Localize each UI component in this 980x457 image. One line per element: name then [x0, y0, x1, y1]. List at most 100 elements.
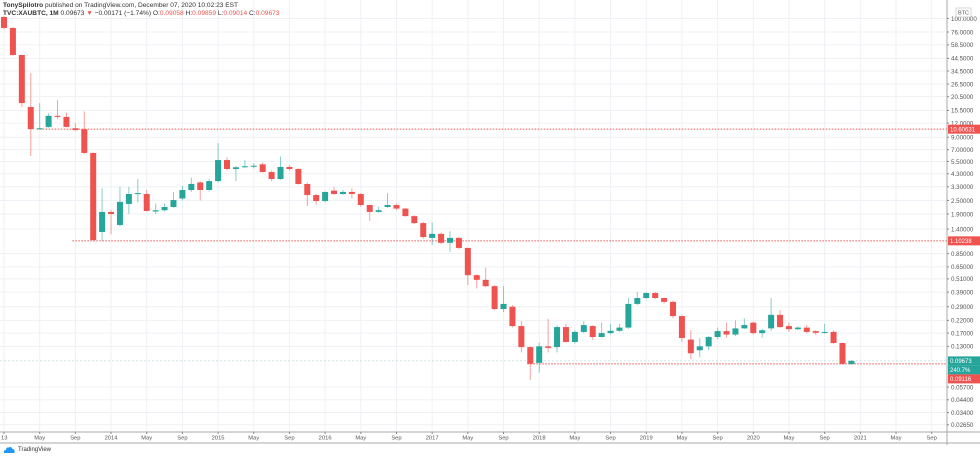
candle-body: [45, 115, 52, 127]
candle-body: [714, 331, 721, 338]
candle-body: [375, 210, 382, 212]
candle-body: [625, 303, 632, 328]
candle: [759, 328, 766, 338]
last-price-tag: 0.09673: [950, 359, 972, 365]
candle-body: [723, 331, 730, 335]
candle-body: [152, 210, 159, 212]
time-axis[interactable]: 13 May Sep 2014 May Sep 2015 May Sep 2016 May Sep 20…: [0, 431, 980, 444]
candle-body: [1, 17, 7, 28]
candle-body: [224, 160, 230, 169]
high-value: 0.09859: [192, 10, 216, 17]
candle-body: [313, 195, 320, 202]
time-tick-label: May: [783, 436, 794, 442]
candle: [215, 143, 222, 183]
candle-body: [509, 306, 516, 327]
candle-body: [215, 160, 222, 182]
price-tick-label: 9.00000: [951, 135, 974, 142]
tradingview-logo-icon: [3, 447, 15, 453]
price-tick-label: 7.00000: [951, 147, 974, 154]
price-tick-label: 15.5000: [951, 108, 974, 115]
candle: [848, 359, 855, 365]
candle-body: [81, 129, 88, 153]
candle: [447, 231, 453, 252]
candle-body: [295, 168, 302, 184]
candle-body: [18, 54, 25, 104]
candle-body: [562, 327, 569, 342]
time-tick-label: May: [676, 436, 687, 442]
candle: [188, 177, 195, 192]
price-tick-label: 3.30000: [951, 184, 974, 191]
time-tick-label: May: [569, 436, 580, 442]
candle-body: [179, 190, 186, 199]
candle-body: [741, 325, 748, 329]
candle-body: [830, 331, 837, 344]
candle-body: [527, 347, 534, 364]
percent-change-tag: 240.7%: [950, 368, 971, 374]
candle: [616, 323, 623, 332]
candle-body: [464, 247, 471, 276]
time-tick-label: 13: [1, 436, 7, 442]
symbol-name[interactable]: TVC:XAUBTC, 1M: [3, 10, 59, 17]
candle-body: [589, 326, 596, 338]
candle-body: [678, 316, 685, 338]
candle-body: [161, 206, 168, 211]
time-tick-label: Sep: [284, 436, 294, 442]
candle: [339, 189, 346, 195]
candle: [839, 342, 846, 365]
time-tick-label: 2016: [319, 436, 332, 442]
candle: [509, 305, 516, 328]
close-value: 0.09673: [255, 10, 280, 17]
time-tick-label: 2021: [854, 436, 867, 442]
candle: [143, 190, 150, 212]
candle-body: [99, 211, 106, 232]
candle-body: [304, 183, 311, 196]
candle: [366, 204, 373, 221]
candle: [99, 188, 106, 241]
candle-body: [357, 193, 364, 205]
candle: [152, 203, 159, 214]
candle-body: [661, 298, 668, 302]
time-tick-label: 2017: [426, 436, 439, 442]
candle: [295, 168, 302, 185]
unit-label: BTC: [958, 11, 969, 17]
tradingview-brand[interactable]: TradingView: [18, 446, 52, 453]
candle-body: [54, 115, 61, 117]
candle-body: [134, 193, 141, 195]
candle-body: [670, 301, 676, 317]
candle: [250, 163, 257, 169]
close-label: C:: [249, 10, 256, 17]
candle: [304, 182, 311, 207]
candle: [554, 325, 561, 353]
candle: [678, 315, 685, 342]
author-name[interactable]: TonySpilotro: [3, 2, 44, 9]
price-tick-label: 0.51000: [951, 276, 974, 283]
price-tick-label: 0.05700: [951, 384, 974, 391]
candle-body: [634, 298, 641, 304]
candle-body: [72, 128, 79, 131]
candle: [331, 186, 338, 195]
candle: [1, 16, 7, 30]
candle: [9, 27, 16, 56]
candle: [81, 111, 88, 155]
level-price-tag-bg: [948, 236, 980, 246]
level-price-tag-bg: [948, 124, 980, 134]
candle: [643, 292, 650, 299]
price-tick-label: 0.04400: [951, 397, 974, 404]
candle-body: [125, 193, 132, 204]
candle: [18, 54, 25, 108]
candle: [63, 112, 70, 128]
candle-body: [277, 166, 284, 180]
candle-body: [768, 314, 775, 329]
candle-body: [759, 330, 766, 334]
candle-body: [268, 172, 275, 180]
candle-body: [241, 166, 248, 168]
candle-body: [36, 128, 43, 130]
candle: [179, 185, 186, 201]
price-change: −0.00171 (−1.74%): [94, 10, 152, 17]
candle: [607, 323, 614, 335]
candle: [36, 103, 43, 130]
candle: [580, 321, 587, 334]
candle: [393, 203, 400, 211]
candle: [803, 325, 810, 334]
